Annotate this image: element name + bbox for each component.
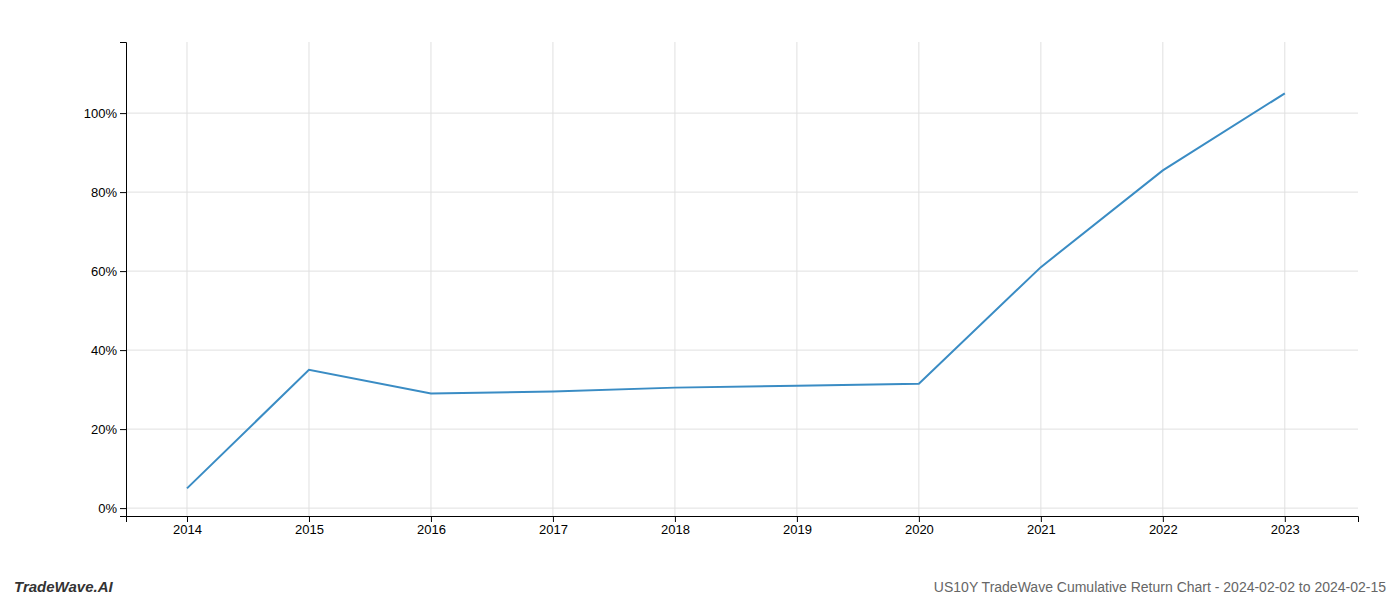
- tick-mark: [120, 429, 126, 430]
- tick-label: 2020: [905, 522, 934, 537]
- tick-label: 2018: [661, 522, 690, 537]
- grid-line: [796, 42, 797, 516]
- grid-line: [126, 429, 1358, 430]
- tick-label: 2016: [417, 522, 446, 537]
- tick-mark: [187, 516, 188, 522]
- tick: 2017: [539, 516, 568, 537]
- tick-mark: [120, 508, 126, 509]
- grid-line: [186, 42, 187, 516]
- watermark: TradeWave.AI: [14, 578, 113, 595]
- tick: 2023: [1271, 516, 1300, 537]
- tick: 80%: [91, 185, 126, 200]
- tick-mark: [120, 113, 126, 114]
- tick: 40%: [91, 343, 126, 358]
- tick-label: 80%: [91, 185, 117, 200]
- tick: 2019: [783, 516, 812, 537]
- tick-label: 2023: [1271, 522, 1300, 537]
- grid-line: [126, 113, 1358, 114]
- grid-line: [918, 42, 919, 516]
- x-axis: 2014 2015 2016 2017 2018 2019 2020 2021 2022 2023: [127, 516, 1359, 537]
- tick-label: 20%: [91, 422, 117, 437]
- tick: 0%: [98, 501, 126, 516]
- tick-mark: [675, 516, 676, 522]
- axis-line: [127, 517, 1359, 523]
- tick-mark: [120, 271, 126, 272]
- tick-mark: [431, 516, 432, 522]
- grid-line: [126, 192, 1358, 193]
- tick-mark: [120, 192, 126, 193]
- tick-mark: [1163, 516, 1164, 522]
- chart: 2014 2015 2016 2017 2018 2019 2020 2021 2022 2023…: [0, 0, 1400, 600]
- tick-label: 0%: [98, 501, 117, 516]
- tick: 60%: [91, 264, 126, 279]
- grid-line: [430, 42, 431, 516]
- tick: 2022: [1149, 516, 1178, 537]
- tick-mark: [309, 516, 310, 522]
- grid-line: [308, 42, 309, 516]
- tick: 2014: [173, 516, 202, 537]
- grid-line: [1162, 42, 1163, 516]
- line: [187, 93, 1285, 488]
- grid-line: [674, 42, 675, 516]
- title: US10Y TradeWave Cumulative Return Chart …: [934, 579, 1386, 595]
- tick-label: 60%: [91, 264, 117, 279]
- tick-label: 2019: [783, 522, 812, 537]
- grid-line: [1284, 42, 1285, 516]
- tick-mark: [1041, 516, 1042, 522]
- tick-mark: [1285, 516, 1286, 522]
- tick-label: 2015: [295, 522, 324, 537]
- tick-mark: [919, 516, 920, 522]
- axis-line: [120, 43, 127, 517]
- plot-area: 2014 2015 2016 2017 2018 2019 2020 2021 2022 2023…: [84, 42, 1359, 537]
- tick-mark: [797, 516, 798, 522]
- grid-line: [126, 508, 1358, 509]
- grid-line: [126, 350, 1358, 351]
- tick-label: 100%: [84, 106, 118, 121]
- tick-mark: [553, 516, 554, 522]
- tick: 20%: [91, 422, 126, 437]
- tick-label: 2014: [173, 522, 202, 537]
- tick-mark: [120, 350, 126, 351]
- y-axis: 0% 20% 40% 60% 80% 100%: [84, 43, 127, 517]
- grid-line: [552, 42, 553, 516]
- tick-label: 40%: [91, 343, 117, 358]
- tick: 2016: [417, 516, 446, 537]
- tick: 2018: [661, 516, 690, 537]
- tick: 100%: [84, 106, 126, 121]
- grid: [126, 42, 1358, 516]
- tick: 2021: [1027, 516, 1056, 537]
- tick: 2015: [295, 516, 324, 537]
- grid-line: [126, 271, 1358, 272]
- series: [187, 93, 1285, 488]
- grid-line: [1040, 42, 1041, 516]
- tick-label: 2017: [539, 522, 568, 537]
- tick: 2020: [905, 516, 934, 537]
- tick-label: 2021: [1027, 522, 1056, 537]
- tick-label: 2022: [1149, 522, 1178, 537]
